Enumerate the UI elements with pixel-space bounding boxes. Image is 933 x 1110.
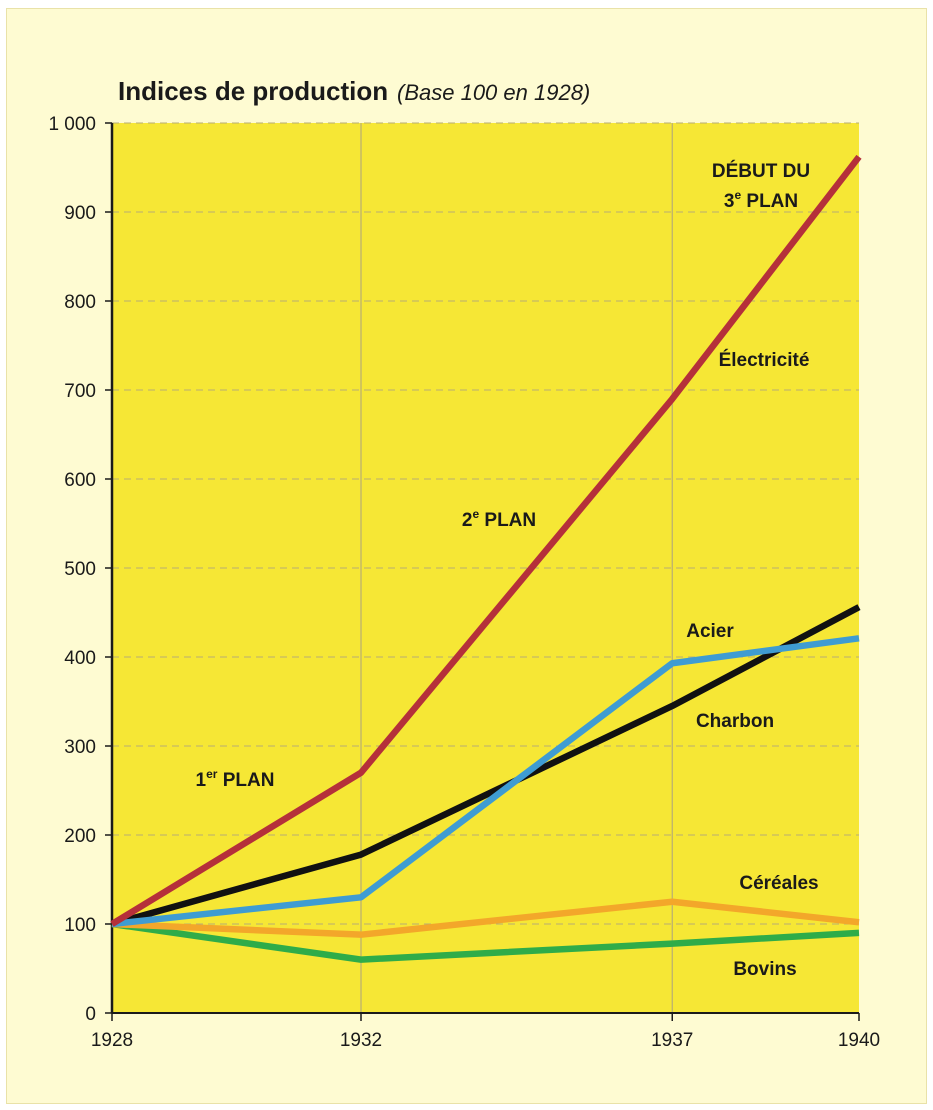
plan-1-label: 1er PLAN	[196, 767, 275, 791]
x-tick-label: 1940	[838, 1030, 880, 1051]
series-label-bovins: Bovins	[733, 959, 796, 980]
chart-page: Indices de production (Base 100 en 1928)…	[6, 8, 927, 1104]
plan-2-label: 2e PLAN	[462, 507, 536, 531]
series-line-bovins	[111, 920, 860, 963]
series-line-electricite	[110, 154, 862, 927]
y-tick-label: 800	[64, 292, 96, 313]
y-tick-label: 300	[64, 737, 96, 758]
plan-3-label-line2: 3e PLAN	[724, 188, 798, 212]
series-label-charbon: Charbon	[696, 711, 774, 732]
y-tick-label: 200	[64, 826, 96, 847]
plan-3-label-line1: DÉBUT DU	[712, 160, 810, 182]
series-layer	[110, 154, 862, 963]
y-tick-label: 900	[64, 203, 96, 224]
chart-subtitle: (Base 100 en 1928)	[397, 80, 590, 105]
series-label-electricite: Électricité	[719, 349, 810, 371]
label-layer: Électricité Charbon Acier Céréales Bovins 1er…	[196, 160, 819, 980]
series-label-acier: Acier	[686, 621, 734, 642]
production-index-chart: Indices de production (Base 100 en 1928)…	[48, 76, 880, 1051]
series-line-cereales	[111, 898, 860, 938]
y-tick-label: 1 000	[48, 114, 96, 135]
x-tick-label: 1932	[340, 1030, 382, 1051]
y-tick-label: 0	[85, 1004, 96, 1025]
y-tick-label: 500	[64, 559, 96, 580]
y-tick-label: 100	[64, 915, 96, 936]
x-tick-label: 1937	[651, 1030, 693, 1051]
series-line-acier	[111, 635, 860, 928]
grid-layer	[112, 122, 859, 1013]
series-label-cereales: Céréales	[739, 873, 818, 894]
axis-layer: 0 100 200 300 400 500 600 700 800 900 1 000 1928 193…	[48, 114, 880, 1051]
chart-title: Indices de production	[118, 76, 388, 106]
y-tick-label: 700	[64, 381, 96, 402]
y-tick-label: 400	[64, 648, 96, 669]
x-tick-label: 1928	[91, 1030, 133, 1051]
y-tick-label: 600	[64, 470, 96, 491]
